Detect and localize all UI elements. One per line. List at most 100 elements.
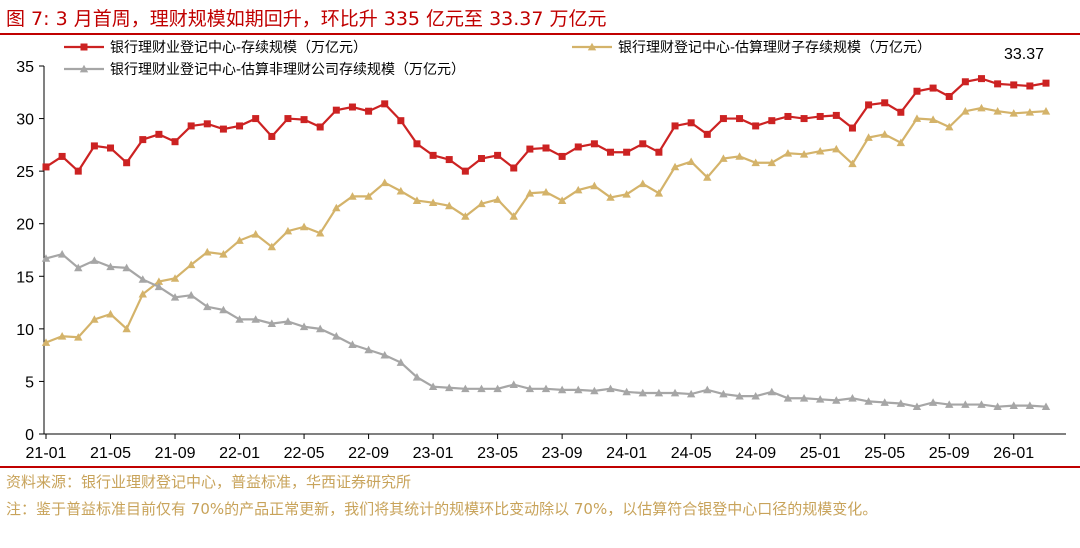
data-point xyxy=(832,144,841,153)
legend-label: 银行理财业登记中心-存续规模（万亿元） xyxy=(110,39,367,56)
x-tick-label: 21-09 xyxy=(155,445,196,462)
data-point xyxy=(380,178,389,187)
data-point xyxy=(896,138,906,147)
data-point xyxy=(445,201,454,210)
data-point xyxy=(90,315,99,323)
data-point xyxy=(541,384,551,393)
data-point xyxy=(429,151,437,159)
data-point xyxy=(90,256,99,264)
data-point xyxy=(493,195,502,203)
data-point xyxy=(557,385,567,394)
x-tick-label: 25-05 xyxy=(864,445,905,462)
data-point xyxy=(703,385,712,394)
data-point xyxy=(686,389,696,398)
data-point xyxy=(268,132,276,140)
latest-value-label: 33.37 xyxy=(1004,46,1044,63)
data-point xyxy=(928,398,938,406)
legend-label: 银行理财业登记中心-估算非理财公司存续规模（万亿元） xyxy=(110,61,465,78)
data-point xyxy=(219,125,227,133)
data-point xyxy=(977,400,986,408)
data-point xyxy=(1009,109,1018,117)
data-point xyxy=(154,277,164,285)
data-point xyxy=(912,402,922,411)
data-point xyxy=(768,117,776,125)
data-point xyxy=(945,92,953,100)
data-point xyxy=(1026,82,1034,90)
y-tick-label: 20 xyxy=(16,217,34,234)
data-point xyxy=(203,247,212,256)
title-divider xyxy=(0,33,1080,35)
data-point xyxy=(235,315,244,323)
data-point xyxy=(58,152,66,160)
data-point xyxy=(332,203,341,212)
data-point xyxy=(896,399,906,407)
x-tick-label: 24-09 xyxy=(735,445,776,462)
chart-canvas: 银行理财业登记中心-存续规模（万亿元） 银行理财登记中心-估算理财子存续规模（万亿… xyxy=(16,39,1066,462)
data-point xyxy=(510,164,518,172)
series-line xyxy=(45,252,1047,408)
data-point xyxy=(461,212,470,220)
data-point xyxy=(396,186,406,195)
data-point xyxy=(493,384,502,393)
y-tick-label: 0 xyxy=(25,427,34,444)
legend-item-1: 银行理财登记中心-估算理财子存续规模（万亿元） xyxy=(572,39,931,56)
data-point xyxy=(364,345,373,354)
legend-item-0: 银行理财业登记中心-存续规模（万亿元） xyxy=(64,39,367,56)
data-point xyxy=(332,332,341,340)
data-point xyxy=(687,119,695,127)
data-point xyxy=(348,192,357,200)
data-point xyxy=(961,78,969,86)
data-point xyxy=(509,212,518,220)
data-point xyxy=(719,389,728,398)
data-point xyxy=(913,87,921,95)
data-point xyxy=(74,333,83,341)
data-point xyxy=(267,319,277,327)
data-point xyxy=(736,115,744,123)
data-point xyxy=(1010,81,1018,89)
data-point xyxy=(122,324,131,333)
data-point xyxy=(945,400,954,408)
x-tick-label: 21-05 xyxy=(90,445,131,462)
data-point xyxy=(219,305,228,314)
data-point xyxy=(412,196,422,204)
data-point xyxy=(299,322,309,331)
legend-swatch-marker xyxy=(587,42,597,51)
source-text: 资料来源：银行业理财登记中心，普益标准，华西证券研究所 xyxy=(6,473,412,491)
data-point xyxy=(993,107,1002,115)
data-point xyxy=(74,263,83,272)
data-point xyxy=(494,151,502,159)
data-point xyxy=(590,140,598,148)
y-tick-label: 5 xyxy=(25,374,34,391)
series-2 xyxy=(41,250,1051,411)
chart-title: 图 7: 3 月首周，理财规模如期回升，环比升 335 亿元至 33.37 万亿… xyxy=(6,8,607,30)
data-point xyxy=(397,117,405,125)
data-point xyxy=(445,383,454,392)
data-point xyxy=(139,136,147,144)
data-point xyxy=(977,103,986,112)
data-point xyxy=(799,150,809,158)
data-point xyxy=(203,302,212,311)
y-tick-label: 10 xyxy=(16,322,34,339)
data-point xyxy=(865,101,873,109)
data-point xyxy=(186,291,196,299)
data-point xyxy=(155,130,163,138)
x-tick-label: 26-01 xyxy=(993,445,1034,462)
data-point xyxy=(767,158,777,167)
data-point xyxy=(203,120,211,128)
data-point xyxy=(783,149,793,157)
legend-item-2: 银行理财业登记中心-估算非理财公司存续规模（万亿元） xyxy=(64,61,465,78)
data-point xyxy=(107,144,115,152)
x-tick-label: 23-01 xyxy=(413,445,454,462)
data-point xyxy=(332,106,340,114)
data-point xyxy=(348,103,356,111)
data-point xyxy=(639,140,647,148)
data-point xyxy=(428,198,438,207)
data-point xyxy=(864,397,873,405)
data-point xyxy=(123,159,131,167)
data-point xyxy=(251,230,260,238)
data-point xyxy=(686,157,696,166)
data-point xyxy=(154,282,164,291)
data-point xyxy=(606,193,615,201)
x-tick-label: 22-05 xyxy=(284,445,325,462)
data-point xyxy=(187,122,195,130)
